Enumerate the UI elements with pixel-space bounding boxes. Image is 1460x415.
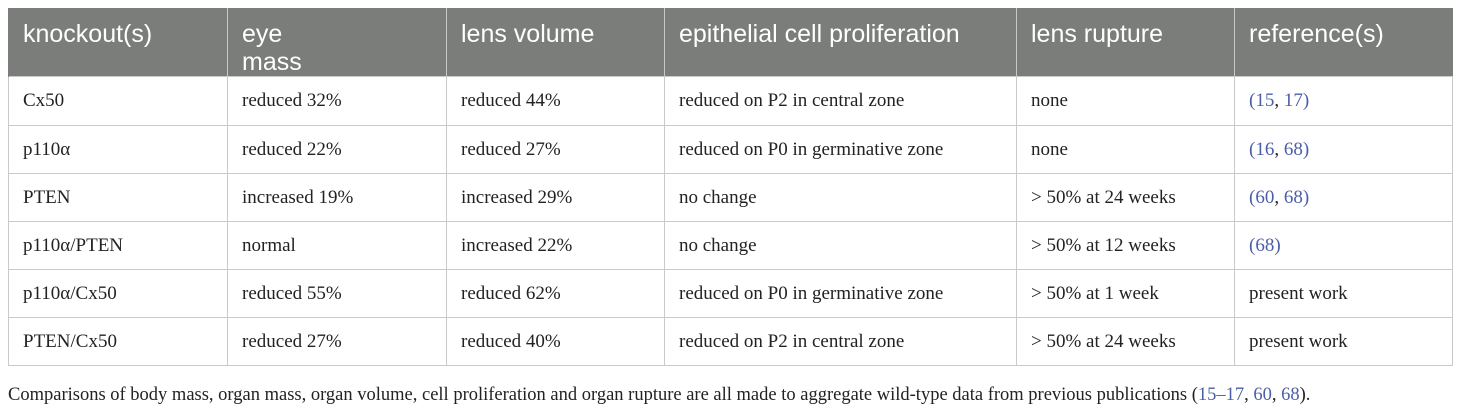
- cell-proliferation: reduced on P0 in germinative zone: [664, 125, 1017, 174]
- cell-lens-rupture: > 50% at 24 weeks: [1016, 317, 1235, 366]
- cell-lens-volume: increased 29%: [446, 173, 665, 222]
- cell-eye-mass: reduced 27%: [227, 317, 447, 366]
- reference-open-paren: (: [1249, 90, 1256, 111]
- cell-knockout: p110α: [8, 125, 228, 174]
- reference-link[interactable]: 68: [1283, 138, 1303, 160]
- footnote-close: ).: [1299, 385, 1311, 405]
- table-footnote: Comparisons of body mass, organ mass, or…: [8, 385, 1310, 406]
- table-header: knockout(s) eye mass lens volume epithel…: [8, 8, 1453, 77]
- cell-reference: (60, 68): [1234, 173, 1453, 222]
- header-epithelial-proliferation: epithelial cell proliferation: [664, 8, 1017, 77]
- reference-link[interactable]: 68: [1255, 234, 1275, 256]
- reference-close-paren: ): [1302, 138, 1310, 160]
- reference-separator: ,: [1274, 186, 1284, 208]
- reference-link[interactable]: 15: [1255, 90, 1275, 111]
- data-table-container: knockout(s) eye mass lens volume epithel…: [8, 8, 1453, 366]
- cell-lens-rupture: none: [1016, 76, 1235, 126]
- cell-eye-mass: normal: [227, 221, 447, 270]
- footnote-ref-link[interactable]: 15–17: [1197, 385, 1245, 405]
- reference-link[interactable]: 16: [1255, 138, 1275, 160]
- cell-reference: present work: [1234, 317, 1453, 366]
- table-row: PTEN increased 19% increased 29% no change >…: [8, 173, 1453, 222]
- reference-open-paren: (: [1249, 138, 1256, 160]
- reference-link[interactable]: 60: [1255, 186, 1275, 208]
- cell-proliferation: reduced on P0 in germinative zone: [664, 269, 1017, 318]
- reference-link[interactable]: 17: [1283, 90, 1303, 111]
- footnote-separator: ,: [1271, 385, 1282, 405]
- reference-link[interactable]: 68: [1283, 186, 1303, 208]
- cell-lens-volume: reduced 62%: [446, 269, 665, 318]
- cell-reference: (16, 68): [1234, 125, 1453, 174]
- reference-separator: ,: [1274, 138, 1284, 160]
- reference-separator: ,: [1274, 90, 1284, 111]
- reference-close-paren: ): [1302, 186, 1310, 208]
- cell-proliferation: no change: [664, 173, 1017, 222]
- header-eye-mass: eye mass: [227, 8, 447, 77]
- header-knockouts: knockout(s): [8, 8, 228, 77]
- cell-reference: (68): [1234, 221, 1453, 270]
- cell-lens-rupture: > 50% at 12 weeks: [1016, 221, 1235, 270]
- reference-close-paren: ): [1302, 90, 1310, 111]
- reference-open-paren: (: [1249, 186, 1256, 208]
- header-row: knockout(s) eye mass lens volume epithel…: [8, 8, 1453, 77]
- cell-knockout: PTEN/Cx50: [8, 317, 228, 366]
- header-eye-mass-text: eye mass: [242, 20, 302, 76]
- table-row: p110α reduced 22% reduced 27% reduced on P0…: [8, 125, 1453, 174]
- cell-lens-volume: reduced 44%: [446, 76, 665, 126]
- cell-lens-rupture: > 50% at 24 weeks: [1016, 173, 1235, 222]
- table-row: p110α/Cx50 reduced 55% reduced 62% reduced …: [8, 269, 1453, 318]
- cell-lens-rupture: > 50% at 1 week: [1016, 269, 1235, 318]
- reference-open-paren: (: [1249, 234, 1256, 256]
- table-row: Cx50 reduced 32% reduced 44% reduced on P2 …: [8, 76, 1453, 126]
- table-row: PTEN/Cx50 reduced 27% reduced 40% reduced o…: [8, 317, 1453, 366]
- cell-knockout: PTEN: [8, 173, 228, 222]
- cell-lens-volume: increased 22%: [446, 221, 665, 270]
- cell-eye-mass: reduced 32%: [227, 76, 447, 126]
- footnote-ref-link[interactable]: 60: [1253, 385, 1272, 405]
- cell-lens-rupture: none: [1016, 125, 1235, 174]
- table-row: p110α/PTEN normal increased 22% no change > …: [8, 221, 1453, 270]
- cell-proliferation: no change: [664, 221, 1017, 270]
- cell-reference: present work: [1234, 269, 1453, 318]
- header-lens-volume: lens volume: [446, 8, 665, 77]
- header-references: reference(s): [1234, 8, 1453, 77]
- table-body: Cx50 reduced 32% reduced 44% reduced on P2 …: [8, 76, 1453, 366]
- reference-close-paren: ): [1274, 234, 1281, 256]
- knockout-comparison-table: knockout(s) eye mass lens volume epithel…: [8, 8, 1453, 366]
- header-lens-rupture: lens rupture: [1016, 8, 1235, 77]
- cell-eye-mass: increased 19%: [227, 173, 447, 222]
- cell-lens-volume: reduced 40%: [446, 317, 665, 366]
- cell-lens-volume: reduced 27%: [446, 125, 665, 174]
- cell-knockout: p110α/PTEN: [8, 221, 228, 270]
- reference-text: present work: [1249, 330, 1348, 352]
- footnote-separator: ,: [1244, 385, 1254, 405]
- cell-proliferation: reduced on P2 in central zone: [664, 317, 1017, 366]
- footnote-text: Comparisons of body mass, organ mass, or…: [8, 385, 1198, 405]
- cell-knockout: Cx50: [8, 76, 228, 126]
- cell-knockout: p110α/Cx50: [8, 269, 228, 318]
- cell-reference: (15, 17): [1234, 76, 1453, 126]
- footnote-ref-link[interactable]: 68: [1281, 385, 1300, 405]
- cell-eye-mass: reduced 22%: [227, 125, 447, 174]
- reference-text: present work: [1249, 282, 1348, 304]
- cell-eye-mass: reduced 55%: [227, 269, 447, 318]
- cell-proliferation: reduced on P2 in central zone: [664, 76, 1017, 126]
